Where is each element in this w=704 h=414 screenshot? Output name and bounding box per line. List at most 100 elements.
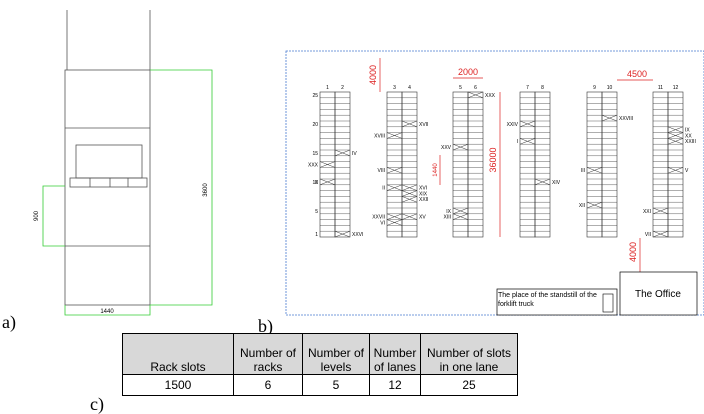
panel-label: a) <box>2 312 16 333</box>
dimension: 3600 <box>203 183 209 197</box>
rack-column <box>652 91 669 238</box>
slot-label: XXIII <box>685 139 696 145</box>
slot-label: IV <box>352 151 357 157</box>
rack-column <box>601 91 618 238</box>
office-box <box>619 271 698 316</box>
column-number: 5 <box>459 85 462 91</box>
rack-column <box>452 91 469 238</box>
occupied-slot <box>519 120 536 128</box>
cell: 6 <box>233 374 303 396</box>
slot-label: XXVI <box>352 232 363 238</box>
header-cell: Number of racks <box>233 333 303 375</box>
slot-label: XVIII <box>374 133 385 139</box>
occupied-slot <box>667 132 684 139</box>
panel-label: b) <box>258 316 273 337</box>
slot-label: I <box>517 139 518 145</box>
rack-column <box>534 91 551 238</box>
occupied-slot <box>667 126 684 133</box>
rack-column <box>519 91 536 238</box>
slot-label: XII <box>579 203 585 209</box>
occupied-slot <box>401 184 418 191</box>
column-number: 6 <box>474 85 477 91</box>
slot-label: XX <box>685 133 692 139</box>
dimension: 1440 <box>100 309 114 315</box>
slot-label: III <box>581 168 585 174</box>
column-number: 4 <box>408 85 411 91</box>
level-number: 20 <box>312 122 318 128</box>
layout-frame <box>285 50 704 316</box>
occupied-slot <box>386 132 403 139</box>
cell: 1500 <box>122 374 234 396</box>
slot-label: XV <box>419 215 426 221</box>
slot-label: XXX <box>485 93 496 99</box>
dimension: 4500 <box>627 69 647 79</box>
slot-label: VIII <box>377 168 385 174</box>
racks: 1 2 3 4 5 6 7 8 9 10 11 122520151051IVXXXXXXVIXVIII… <box>308 85 696 238</box>
header-cell: Rack slots <box>122 333 234 375</box>
slot-label: XIX <box>419 191 428 197</box>
occupied-slot <box>601 114 618 122</box>
slot-label: IX <box>446 209 451 215</box>
cell: 12 <box>369 374 421 396</box>
occupied-slot <box>401 120 418 128</box>
summary-table: Rack slots Number of racks Number of lev… <box>122 333 518 396</box>
machine-drawing <box>42 10 213 316</box>
occupied-slot <box>586 201 603 209</box>
occupied-slot <box>534 178 551 186</box>
slot-label: XXI <box>643 209 651 215</box>
occupied-slot <box>319 178 336 186</box>
slot-label: XVII <box>419 122 428 128</box>
slot-label: XXII <box>419 197 428 203</box>
data-row: 1500 6 5 12 25 <box>122 374 518 396</box>
dimension: 1440 <box>433 163 439 177</box>
header-cell: Number of slots in one lane <box>420 333 518 375</box>
forklift-icon <box>602 293 614 313</box>
cell: 25 <box>420 374 518 396</box>
occupied-slot <box>652 207 669 215</box>
occupied-slot <box>334 230 351 238</box>
occupied-slot <box>452 143 469 151</box>
slot-label: XXIV <box>507 122 519 128</box>
slot-label: XXVIII <box>619 116 633 122</box>
dimension: 900 <box>34 210 40 221</box>
slot-label: XIV <box>552 180 561 186</box>
column-number: 8 <box>541 85 544 91</box>
column-number: 9 <box>593 85 596 91</box>
forklift-note: The place of the standstill of the forkl… <box>498 292 597 308</box>
occupied-slot <box>467 91 484 99</box>
occupied-slot <box>401 213 418 220</box>
column-number: 3 <box>393 85 396 91</box>
column-number: 1 <box>326 85 329 91</box>
rack-column <box>386 91 403 238</box>
dimension: 4000 <box>368 65 378 85</box>
occupied-slot <box>334 149 351 157</box>
dimension: 36000 <box>488 147 498 172</box>
level-number: 25 <box>312 93 318 99</box>
column-number: 12 <box>673 85 679 91</box>
slot-label: XIII <box>443 215 451 221</box>
header-row: Rack slots Number of racks Number of lev… <box>122 333 518 375</box>
slot-label: VI <box>380 220 385 226</box>
occupied-slot <box>386 219 403 226</box>
column-number: 7 <box>526 85 529 91</box>
slot-label: XXVII <box>372 215 385 221</box>
slot-label: VII <box>645 232 651 238</box>
rack-column <box>334 91 351 238</box>
occupied-slot <box>386 184 403 191</box>
column-number: 2 <box>341 85 344 91</box>
occupied-slot <box>319 161 336 168</box>
column-number: 10 <box>607 85 613 91</box>
level-number: 10 <box>312 180 318 186</box>
dimension: 2000 <box>458 67 478 77</box>
panel-label: c) <box>90 394 104 414</box>
occupied-slot <box>386 213 403 220</box>
level-number: 15 <box>312 151 318 157</box>
slot-label: IX <box>685 128 690 134</box>
occupied-slot <box>401 190 418 197</box>
occupied-slot <box>452 213 469 220</box>
rack-column <box>667 91 684 238</box>
occupied-slot <box>401 196 418 203</box>
header-cell: Number of lanes <box>369 333 421 375</box>
